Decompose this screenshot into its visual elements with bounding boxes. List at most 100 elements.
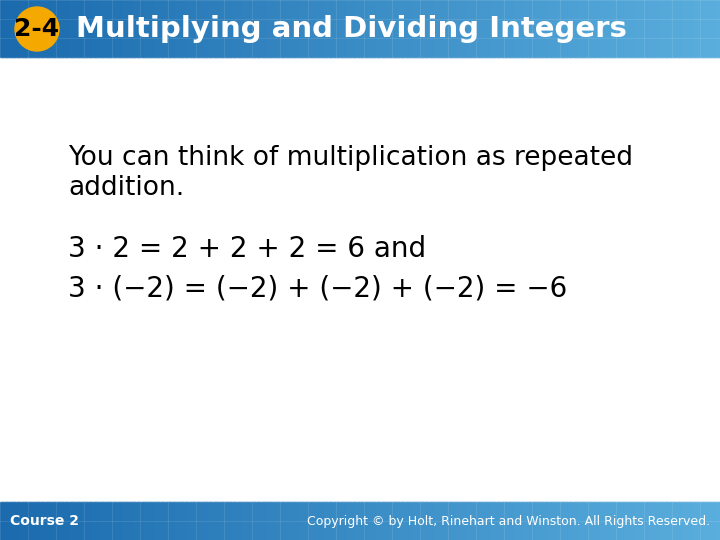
Bar [125,0,128,57]
Bar [168,0,171,57]
Bar [77,0,80,57]
Bar [99,0,102,57]
Bar [600,502,603,540]
Bar [117,0,121,57]
Bar [636,502,639,540]
Bar [31,502,35,540]
Bar [466,502,469,540]
Bar [511,502,515,540]
Bar [235,502,238,540]
Bar [362,0,366,57]
Bar [477,502,481,540]
Bar [276,0,279,57]
Bar [626,502,630,540]
Bar [240,0,243,57]
Bar [324,502,328,540]
Bar [55,0,58,57]
Bar [569,502,572,540]
Bar [557,0,560,57]
Bar [204,502,207,540]
Bar [636,0,639,57]
Bar [302,0,306,57]
Bar [598,502,601,540]
Bar [312,0,315,57]
Bar [113,502,116,540]
Bar [79,502,83,540]
Bar [571,502,575,540]
Bar [305,502,308,540]
Bar [639,0,642,57]
Bar [545,0,548,57]
Circle shape [15,7,59,51]
Bar [648,0,652,57]
Bar [194,502,198,540]
Bar [252,0,256,57]
Bar [101,0,104,57]
Bar [691,502,695,540]
Bar [646,0,649,57]
Bar [202,0,205,57]
Bar [266,0,270,57]
Bar [679,0,683,57]
Bar [533,0,536,57]
Bar [264,502,267,540]
Bar [446,502,450,540]
Bar [665,502,668,540]
Bar [480,0,483,57]
Bar [708,502,711,540]
Bar [27,0,30,57]
Bar [96,0,99,57]
Bar [547,502,551,540]
Bar [149,502,152,540]
Bar [516,0,519,57]
Bar [691,0,695,57]
Bar [74,0,78,57]
Bar [379,0,382,57]
Bar [518,0,522,57]
Bar [36,0,40,57]
Bar [564,0,567,57]
Bar [293,502,296,540]
Bar [578,0,582,57]
Bar [387,0,390,57]
Bar [331,0,335,57]
Bar [204,0,207,57]
Bar [686,0,690,57]
Bar [569,0,572,57]
Bar [214,502,217,540]
Bar [137,502,140,540]
Bar [619,0,623,57]
Bar [653,502,656,540]
Bar [142,0,145,57]
Bar [315,502,318,540]
Bar [377,0,380,57]
Bar [48,502,51,540]
Bar [103,0,107,57]
Bar [495,0,498,57]
Bar [351,502,354,540]
Bar [29,0,32,57]
Bar [5,0,8,57]
Bar [365,502,368,540]
Bar [50,502,54,540]
Bar [211,0,215,57]
Bar [22,502,25,540]
Bar [415,502,418,540]
Bar [247,502,251,540]
Bar [554,0,558,57]
Bar [413,502,416,540]
Bar [153,502,157,540]
Bar [84,0,87,57]
Bar [173,0,176,57]
Bar [588,0,591,57]
Bar [63,0,66,57]
Bar [542,502,546,540]
Bar [701,502,704,540]
Bar [706,502,709,540]
Bar [446,0,450,57]
Bar [290,0,294,57]
Bar [139,502,143,540]
Bar [610,502,613,540]
Bar [418,0,421,57]
Bar [401,502,404,540]
